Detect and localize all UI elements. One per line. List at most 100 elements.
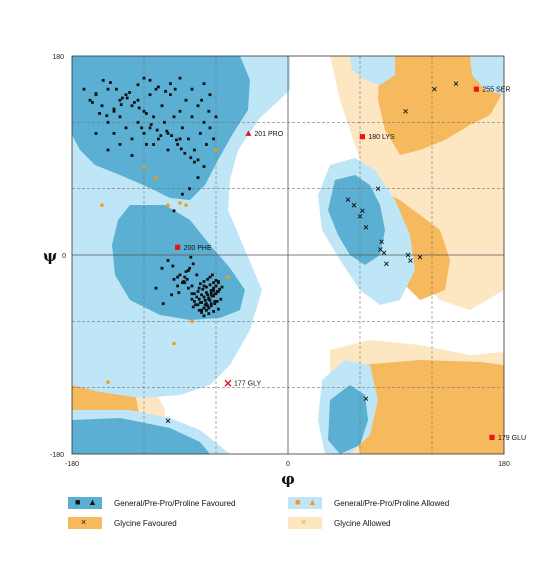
general-favoured-point [212,286,215,290]
general-favoured-point [178,109,182,113]
general-favoured-point [196,104,200,108]
general-favoured-point [202,165,206,168]
data-points [82,76,459,424]
general-favoured-point [188,266,191,270]
general-favoured-point [119,103,123,107]
general-favoured-point [196,158,200,162]
legend-marker-cross: × [81,517,87,527]
general-favoured-point [172,209,176,213]
general-favoured-point [208,275,212,279]
outlier-label: 180 LYS [368,134,395,141]
general-favoured-point [196,290,200,293]
general-favoured-point [128,91,131,94]
ramachandran-plot: 201 PRO 180 LYS 255 SER 200 PHE 177 GLY 179 G… [43,54,526,488]
general-allowed-point [214,148,218,152]
general-favoured-point [148,93,152,97]
general-favoured-point [181,192,184,196]
general-favoured-point [187,137,190,141]
legend-swatch-general-allowed: ■ ▲ [288,497,322,509]
general-favoured-point [155,128,159,132]
general-favoured-point [176,143,179,146]
general-favoured-point [200,311,203,314]
glycine-favoured-point [363,396,369,402]
general-allowed-point [106,380,110,384]
general-favoured-point [165,129,169,133]
general-favoured-point [188,187,191,191]
general-favoured-point [178,273,182,277]
general-favoured-point [88,98,92,102]
glycine-favoured-point [363,225,369,230]
general-favoured-point [197,286,201,290]
general-favoured-point [206,304,209,308]
general-favoured-point [142,131,146,135]
general-favoured-point [209,302,213,306]
general-favoured-point [152,115,155,119]
general-favoured-point [206,293,209,297]
legend-label-glycine-allowed: Glycine Allowed [334,518,391,528]
x-tick-zero: 0 [286,461,290,468]
x-tick-max: 180 [498,461,510,468]
general-favoured-point [183,151,187,155]
general-favoured-point [215,300,219,303]
glycine-favoured-point [379,239,384,245]
general-favoured-point [136,120,140,124]
legend: ■ ▲ General/Pre-Pro/Proline Favoured ■ ▲… [68,494,518,534]
general-favoured-point [125,96,129,100]
general-favoured-point [169,93,172,97]
general-allowed-point [142,164,146,169]
general-favoured-point [130,154,134,157]
general-favoured-point [121,96,124,100]
legend-item-general-favoured: ■ ▲ General/Pre-Pro/Proline Favoured [68,494,235,512]
legend-marker-triangle: ▲ [308,497,317,507]
glycine-favoured-point [360,208,365,214]
general-favoured-point [217,280,220,283]
general-favoured-point [118,115,122,119]
legend-swatch-glycine-favoured: × [68,517,102,529]
glycine-favoured-point [378,247,383,252]
general-favoured-point [190,297,194,301]
general-favoured-point [189,255,193,259]
general-favoured-point [184,270,188,273]
general-favoured-point [209,293,213,297]
general-favoured-point [149,123,153,126]
general-favoured-point [196,303,200,307]
general-favoured-point [106,120,110,124]
outlier-square-marker [489,434,495,441]
general-favoured-point [200,98,203,102]
general-favoured-point [136,83,140,87]
general-favoured-point [212,288,215,292]
glycine-favoured-point [405,252,411,258]
y-tick-max: 180 [52,54,64,61]
general-favoured-point [172,115,176,119]
general-favoured-point [112,107,116,111]
general-favoured-point [184,98,188,102]
general-favoured-point [130,104,134,108]
general-favoured-point [202,306,206,310]
general-favoured-point [219,297,223,301]
general-favoured-point [176,284,179,288]
legend-label-general-allowed: General/Pre-Pro/Proline Allowed [334,498,450,508]
general-favoured-point [140,126,143,130]
outlier-square-marker [175,244,181,250]
legend-marker-triangle: ▲ [88,497,97,507]
general-favoured-point [154,87,158,91]
plot-area [72,56,504,454]
general-favoured-point [193,148,196,152]
general-favoured-point [200,301,203,304]
general-favoured-point [220,285,224,289]
glycine-favoured-point [357,213,363,219]
general-favoured-point [154,286,158,290]
general-favoured-point [212,294,215,298]
general-favoured-point [185,277,189,281]
glycine-favoured-point [381,250,387,256]
legend-marker-square: ■ [295,497,301,507]
outlier-label: 179 GLU [498,435,526,442]
general-favoured-point [208,298,212,302]
general-allowed-point [166,203,170,207]
general-favoured-point [124,126,128,130]
general-favoured-point [187,286,190,290]
general-allowed-point [172,341,176,346]
outlier-triangle-marker [245,130,252,136]
general-favoured-point [202,314,206,318]
general-favoured-point [160,266,164,270]
